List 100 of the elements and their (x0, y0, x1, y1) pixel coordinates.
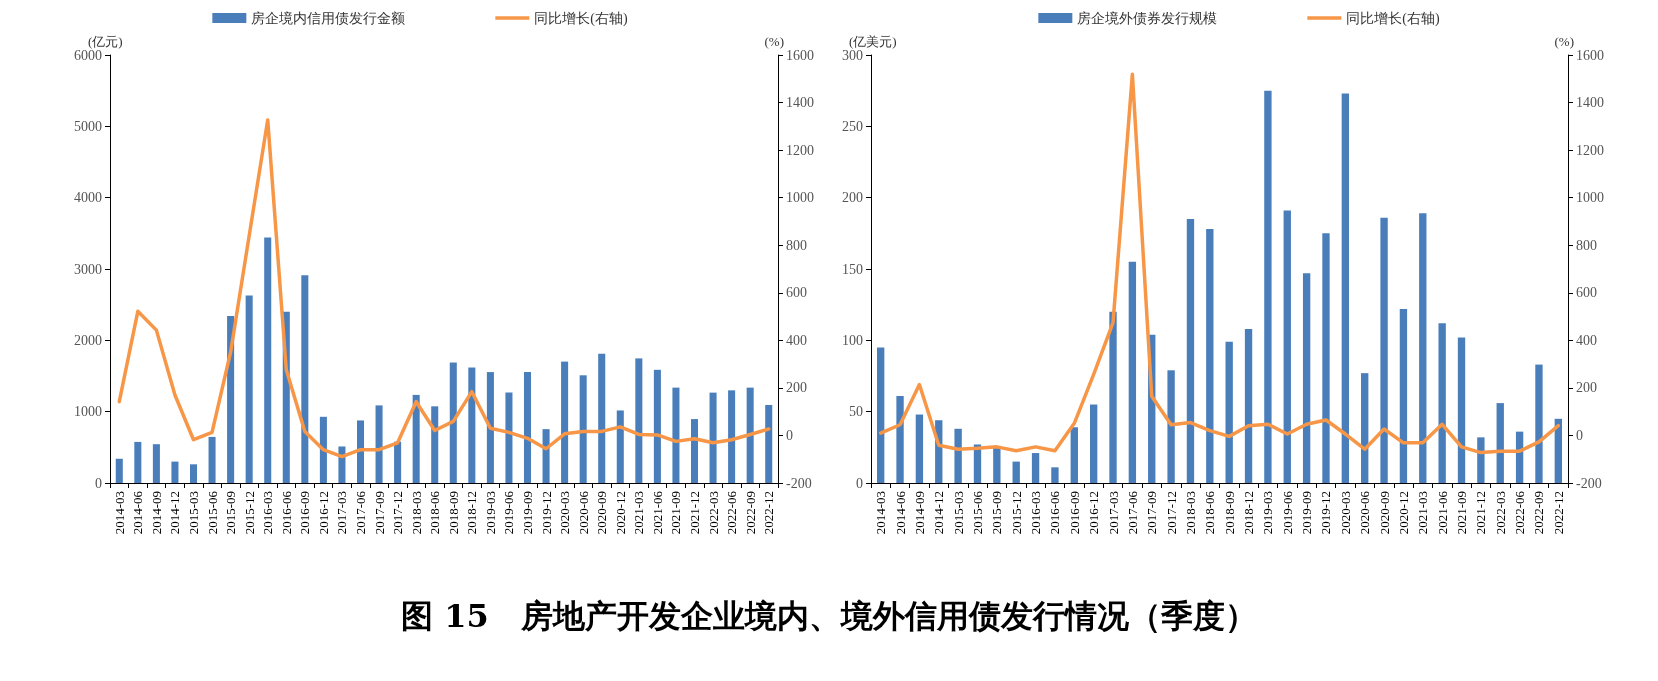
y-tick-label: 0 (856, 475, 863, 491)
y2-tick-label: 400 (1576, 332, 1597, 348)
x-tick-label: 2015-06 (204, 490, 220, 535)
bar (1535, 364, 1543, 483)
x-tick-label: 2014-12 (931, 491, 947, 535)
y-tick-label: 2000 (74, 332, 102, 348)
x-tick-label: 2019-12 (538, 491, 554, 535)
bar (1496, 403, 1504, 483)
text: 图 15 房地产开发企业境内、境外信用债发行情况（季度） (400, 596, 1258, 637)
x-tick-label: 2016-12 (315, 491, 331, 535)
x-tick-label: 2020-03 (557, 491, 573, 535)
bar (319, 416, 327, 483)
bar (690, 419, 699, 483)
x-tick-label: 2021-12 (687, 491, 702, 535)
x-tick-label: 2022-06 (1512, 490, 1528, 535)
y2-tick-label: 1600 (786, 47, 814, 63)
x-tick-label: 2022-12 (761, 491, 777, 535)
y2-tick-label: -200 (786, 475, 812, 491)
bar (1554, 418, 1562, 483)
bar (264, 237, 272, 483)
x-tick-label: 2021-12 (1473, 491, 1489, 535)
y2-tick-label: 1600 (1576, 47, 1604, 63)
bar (1225, 341, 1233, 483)
bar (579, 375, 587, 483)
x-tick-label: 2016-09 (1066, 491, 1082, 535)
x-tick-label: 2020-03 (1337, 491, 1353, 535)
x-tick-label: 2019-09 (1299, 491, 1315, 535)
y2-tick-label: 1000 (786, 190, 814, 206)
bar (915, 414, 924, 483)
bar (746, 387, 754, 483)
y2-tick-label: 1200 (786, 142, 814, 158)
bar (954, 428, 962, 483)
y-tick-label: 3000 (74, 261, 102, 277)
y2-tick-label: 800 (1576, 237, 1597, 253)
bar (245, 295, 253, 483)
bar (1206, 229, 1214, 483)
y2-axis-title: (%) (1554, 34, 1574, 50)
y2-tick-label: 0 (786, 427, 793, 443)
bar (896, 395, 904, 483)
bar (1070, 427, 1078, 483)
y2-tick-label: 600 (786, 285, 807, 301)
bar (1341, 93, 1350, 483)
bar (171, 461, 179, 483)
bar (765, 404, 773, 483)
y-tick-label: 4000 (74, 190, 102, 206)
bar (1031, 453, 1040, 483)
y-tick-label: 1000 (74, 404, 102, 420)
x-tick-label: 2020-12 (612, 491, 628, 535)
bar (1322, 233, 1330, 483)
bar (1264, 90, 1272, 483)
y2-tick-label: 1200 (1576, 142, 1604, 158)
bar (134, 441, 142, 483)
bar (468, 367, 476, 483)
x-tick-label: 2017-12 (1163, 491, 1179, 535)
bar (1244, 328, 1253, 483)
y2-tick-label: -200 (1576, 475, 1602, 491)
bar (616, 410, 624, 483)
bar (1302, 273, 1311, 483)
x-tick-label: 2020-12 (1395, 491, 1411, 535)
y2-tick-label: 200 (786, 380, 807, 396)
x-tick-label: 2022-03 (705, 491, 721, 535)
bar (635, 358, 643, 483)
x-tick-label: 2021-09 (668, 491, 684, 535)
x-tick-label: 2021-06 (1434, 490, 1450, 535)
legend-label: 同比增长(右轴) (534, 10, 628, 27)
bar (152, 444, 160, 483)
x-tick-label: 2018-12 (464, 491, 480, 535)
bar (1051, 467, 1059, 483)
x-tick-label: 2014-12 (167, 491, 183, 535)
x-tick-label: 2017-06 (353, 490, 368, 535)
x-tick-label: 2022-09 (742, 491, 758, 535)
bar (1419, 213, 1427, 483)
x-tick-label: 2019-03 (482, 491, 498, 535)
x-tick-label: 2014-03 (111, 491, 127, 535)
y-tick-label: 5000 (74, 118, 102, 134)
bar (542, 429, 550, 483)
x-tick-label: 2018-09 (1221, 491, 1237, 535)
x-tick-label: 2014-09 (148, 491, 164, 535)
x-tick-label: 2021-03 (631, 491, 647, 535)
bar (728, 390, 736, 483)
bar (1089, 404, 1098, 483)
x-tick-label: 2018-09 (445, 491, 461, 535)
x-tick-label: 2021-06 (649, 490, 665, 535)
x-tick-label: 2015-12 (241, 491, 257, 535)
x-tick-label: 2016-06 (278, 490, 294, 535)
bar (431, 406, 439, 483)
bar (208, 436, 216, 483)
y2-tick-label: 1400 (1576, 95, 1604, 111)
bar (1283, 210, 1291, 483)
x-tick-label: 2021-03 (1415, 491, 1431, 535)
x-tick-label: 2019-06 (501, 490, 517, 535)
x-tick-label: 2016-03 (260, 491, 276, 535)
y-axis-title: (亿美元) (849, 34, 897, 50)
bar (1128, 261, 1137, 483)
y-tick-label: 50 (849, 404, 863, 420)
x-tick-label: 2016-09 (297, 491, 313, 535)
bar (394, 441, 402, 483)
bar (598, 353, 606, 483)
legend-label: 同比增长(右轴) (1346, 10, 1440, 27)
x-tick-label: 2019-12 (1318, 491, 1334, 535)
